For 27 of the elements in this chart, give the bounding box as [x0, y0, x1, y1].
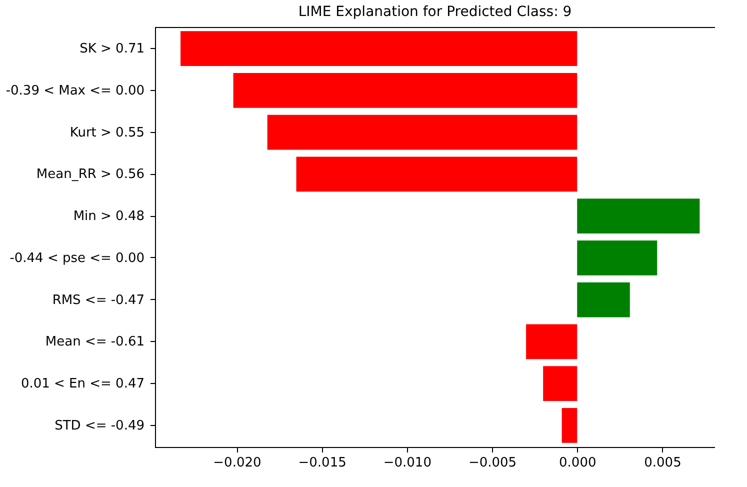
- y-tick-label: RMS <= -0.47: [52, 292, 144, 308]
- bar: [180, 31, 578, 66]
- y-tick-label: Kurt > 0.55: [70, 125, 144, 140]
- bar: [543, 366, 578, 401]
- y-tick-label: Mean <= -0.61: [45, 334, 144, 350]
- bar: [526, 324, 578, 360]
- x-tick-label: 0.005: [644, 456, 682, 470]
- y-tick-label: -0.39 < Max <= 0.00: [6, 83, 144, 98]
- y-tick-label: Min > 0.48: [73, 209, 144, 224]
- bar: [267, 114, 578, 150]
- bar: [233, 73, 578, 108]
- bar: [577, 282, 630, 318]
- y-tick-label: STD <= -0.49: [54, 418, 144, 434]
- y-tick-label: Mean_RR > 0.56: [36, 167, 144, 182]
- y-tick-label: SK > 0.71: [80, 42, 144, 57]
- bar: [562, 408, 578, 443]
- bar: [577, 240, 658, 276]
- x-tick-label: −0.005: [468, 456, 517, 470]
- y-tick-label: -0.44 < pse <= 0.00: [10, 250, 144, 266]
- bar: [296, 156, 578, 192]
- x-tick-label: −0.015: [298, 456, 346, 470]
- chart-title: LIME Explanation for Predicted Class: 9: [298, 4, 572, 20]
- x-tick-label: 0.000: [559, 456, 596, 470]
- x-tick-label: −0.020: [213, 456, 262, 470]
- x-tick-label: −0.010: [383, 456, 432, 470]
- y-tick-label: 0.01 < En <= 0.47: [20, 376, 144, 392]
- bar: [577, 198, 700, 234]
